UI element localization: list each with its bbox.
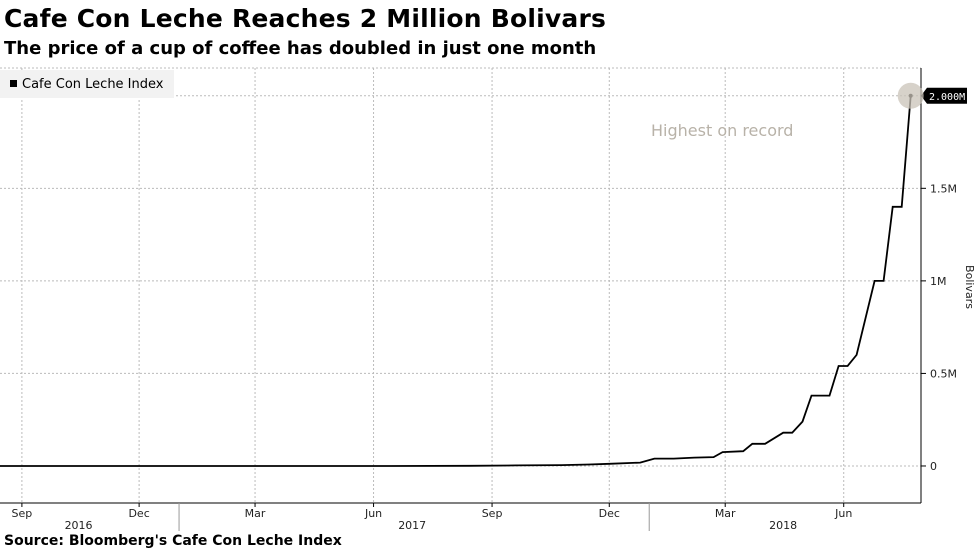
last-value-label: 2.000M xyxy=(929,92,965,103)
series-line xyxy=(0,95,912,467)
last-value-tag: 2.000M xyxy=(921,87,967,104)
series-layer xyxy=(0,93,913,467)
source-note: Source: Bloomberg's Cafe Con Leche Index xyxy=(4,533,342,549)
x-tick-label: Mar xyxy=(715,507,736,520)
annotation-text: Highest on record xyxy=(651,121,793,140)
chart-subtitle: The price of a cup of coffee has doubled… xyxy=(4,38,597,59)
y-tick-label: 1.5M xyxy=(930,182,957,195)
legend-swatch xyxy=(10,80,17,87)
x-year-label: 2016 xyxy=(65,519,93,532)
annotations: Highest on record xyxy=(651,82,924,140)
y-tick-label: 0.5M xyxy=(930,367,957,380)
x-tick-label: Sep xyxy=(482,507,503,520)
chart-title: Cafe Con Leche Reaches 2 Million Bolivar… xyxy=(4,4,607,33)
highlight-circle xyxy=(897,82,924,109)
axes: 0 0.5M 1M 1.5M Bolivars Sep Dec Mar Jun Sep Dec Mar… xyxy=(0,68,976,532)
x-tick-label: Dec xyxy=(128,507,149,520)
x-tick-label: Dec xyxy=(599,507,620,520)
y-tick-label: 0 xyxy=(930,460,937,473)
x-tick-label: Sep xyxy=(12,507,33,520)
x-year-label: 2017 xyxy=(398,519,426,532)
last-value-tag-box xyxy=(921,87,967,104)
x-tick-label: Mar xyxy=(245,507,266,520)
legend-box xyxy=(0,70,174,98)
y-axis-label: Bolivars xyxy=(963,265,976,309)
x-tick-label: Jun xyxy=(364,507,382,520)
legend-label: Cafe Con Leche Index xyxy=(22,77,164,92)
x-year-label: 2018 xyxy=(769,519,797,532)
y-tick-label: 1M xyxy=(930,275,947,288)
legend: Cafe Con Leche Index xyxy=(0,70,174,98)
x-tick-label: Jun xyxy=(834,507,852,520)
